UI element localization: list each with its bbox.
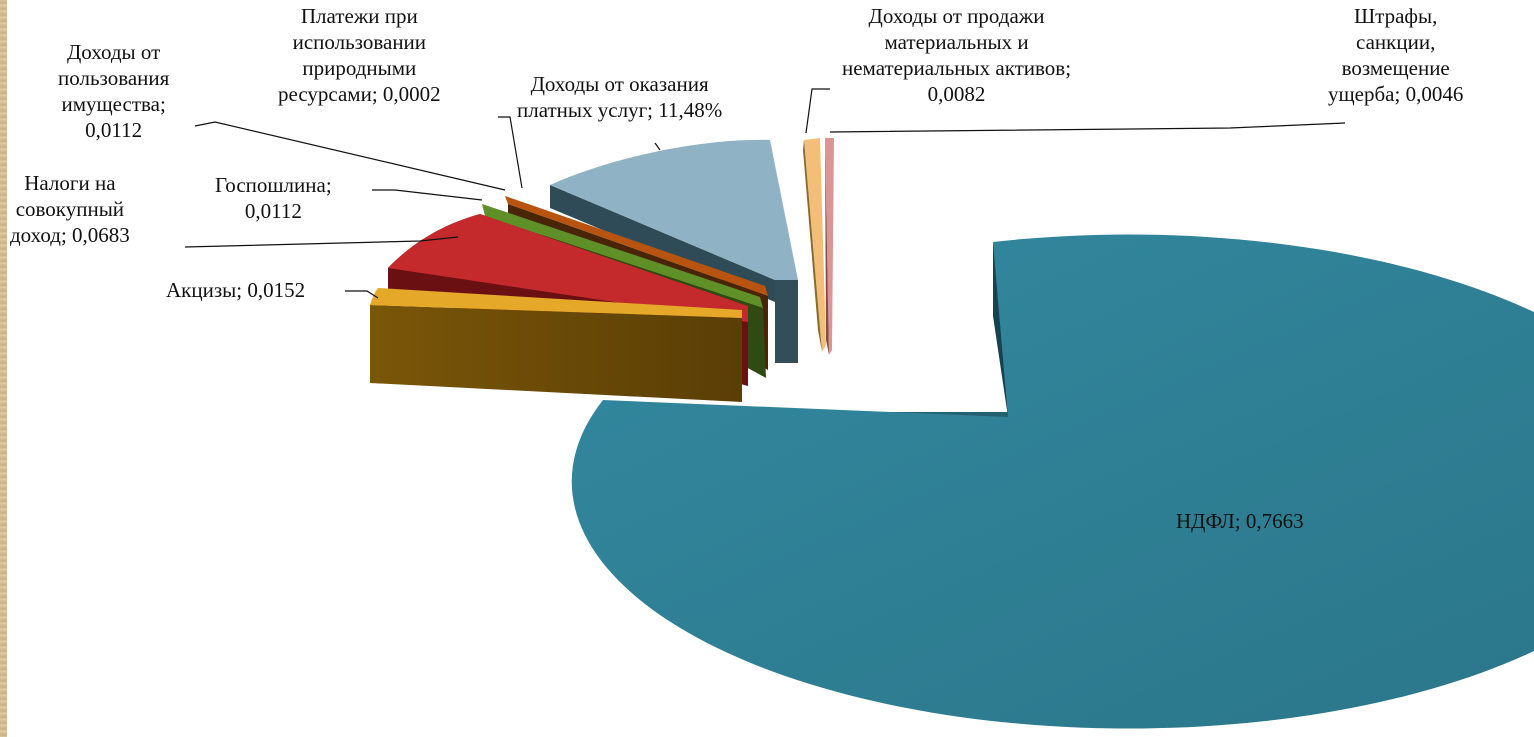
slice-fines	[825, 138, 834, 355]
leader-natural-resources	[498, 116, 523, 189]
leader-aggregate-income-tax	[184, 236, 459, 248]
leader-excise	[345, 290, 379, 299]
label-state-duty: Госпошлина; 0,0112	[215, 173, 332, 223]
slice-excise	[370, 288, 742, 402]
excise-top	[370, 288, 742, 318]
leader-fines	[829, 122, 1346, 133]
aggregate-income-tax-top	[388, 214, 748, 322]
label-paid-services: Доходы от оказания платных услуг; 11,48%	[517, 72, 723, 122]
label-ndfl: НДФЛ; 0,7663	[1176, 509, 1304, 533]
leader-paid-services	[654, 142, 661, 151]
label-property-income: Доходы от пользования имущества; 0,0112	[58, 40, 170, 142]
leader-lines	[184, 88, 1346, 299]
label-natural-resources: Платежи при использовании природными рес…	[278, 4, 441, 106]
ndfl-top	[571, 234, 1534, 729]
label-fines: Штрафы, санкции, возмещение ущерба; 0,00…	[1328, 4, 1464, 106]
leader-property-income	[194, 121, 506, 191]
label-aggregate-income-tax: Налоги на совокупный доход; 0,0683	[10, 171, 130, 247]
slice-ndfl	[571, 234, 1534, 729]
paid-services-top	[550, 139, 798, 280]
label-excise: Акцизы; 0,0152	[166, 278, 306, 302]
page-edge-border	[0, 0, 7, 737]
leader-asset-sales	[805, 88, 830, 134]
label-asset-sales: Доходы от продажи материальных и нематер…	[842, 4, 1072, 106]
slice-asset-sales	[803, 138, 826, 352]
leader-state-duty	[372, 189, 483, 201]
